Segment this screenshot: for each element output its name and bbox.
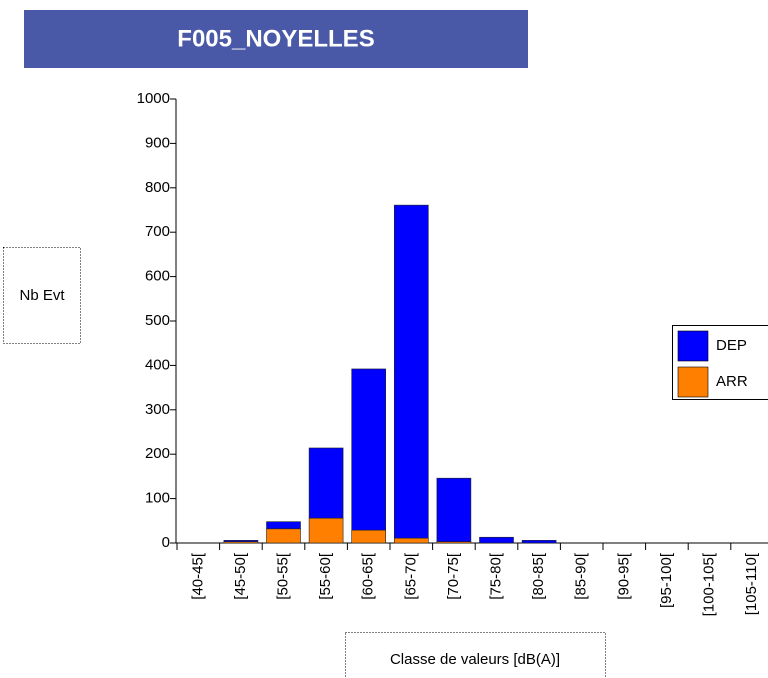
bar-segment	[266, 521, 301, 530]
y-tick-label: 700	[145, 223, 170, 240]
y-tick-label: 500	[145, 312, 170, 329]
x-label-box	[345, 632, 606, 678]
bar-segment	[393, 537, 429, 544]
x-tick-label: [60-65[	[360, 552, 377, 600]
bar-segment	[266, 528, 301, 544]
legend-label: DEP	[716, 337, 747, 354]
legend-label: ARR	[716, 373, 748, 390]
y-tick-label: 600	[145, 268, 170, 285]
y-tick-label: 300	[145, 401, 170, 418]
y-tick-label: 900	[145, 134, 170, 151]
x-axis-label: Classe de valeurs [dB(A)]	[390, 651, 560, 668]
x-tick-label: [65-70[	[402, 552, 419, 600]
x-tick-label: [85-90[	[573, 552, 590, 600]
y-label-box	[3, 247, 81, 344]
x-tick-label: [105-110[	[743, 552, 760, 615]
chart-title: F005_NOYELLES	[177, 25, 374, 52]
y-axis-label: Nb Evt	[19, 287, 65, 304]
y-tick-label: 1000	[137, 90, 170, 107]
bar-segment	[393, 204, 429, 539]
x-tick-label: [75-80[	[487, 552, 504, 600]
bar-segment	[479, 536, 514, 544]
x-tick-label: [45-50[	[232, 552, 249, 600]
legend-swatch	[677, 330, 709, 362]
x-tick-label: [100-105[	[700, 552, 717, 616]
bar-segment	[351, 529, 387, 544]
y-tick-label: 100	[145, 490, 170, 507]
title-box	[24, 10, 528, 68]
legend-swatch	[677, 366, 709, 398]
bar-segment	[351, 368, 387, 531]
x-tick-label: [95-100[	[658, 552, 675, 608]
x-tick-label: [70-75[	[445, 552, 462, 600]
bar-segment	[308, 447, 344, 519]
y-tick-label: 400	[145, 356, 170, 373]
y-tick-label: 800	[145, 179, 170, 196]
x-tick-label: [40-45[	[189, 552, 206, 600]
x-tick-label: [80-85[	[530, 552, 547, 600]
x-tick-label: [90-95[	[615, 552, 632, 600]
bar-segment	[436, 477, 472, 542]
bar-segment	[223, 540, 259, 542]
x-tick-label: [50-55[	[274, 552, 291, 600]
bar-segment	[521, 540, 557, 544]
bar-segment	[308, 517, 344, 544]
y-tick-label: 0	[162, 534, 170, 551]
y-tick-label: 200	[145, 445, 170, 462]
x-tick-label: [55-60[	[317, 552, 334, 600]
